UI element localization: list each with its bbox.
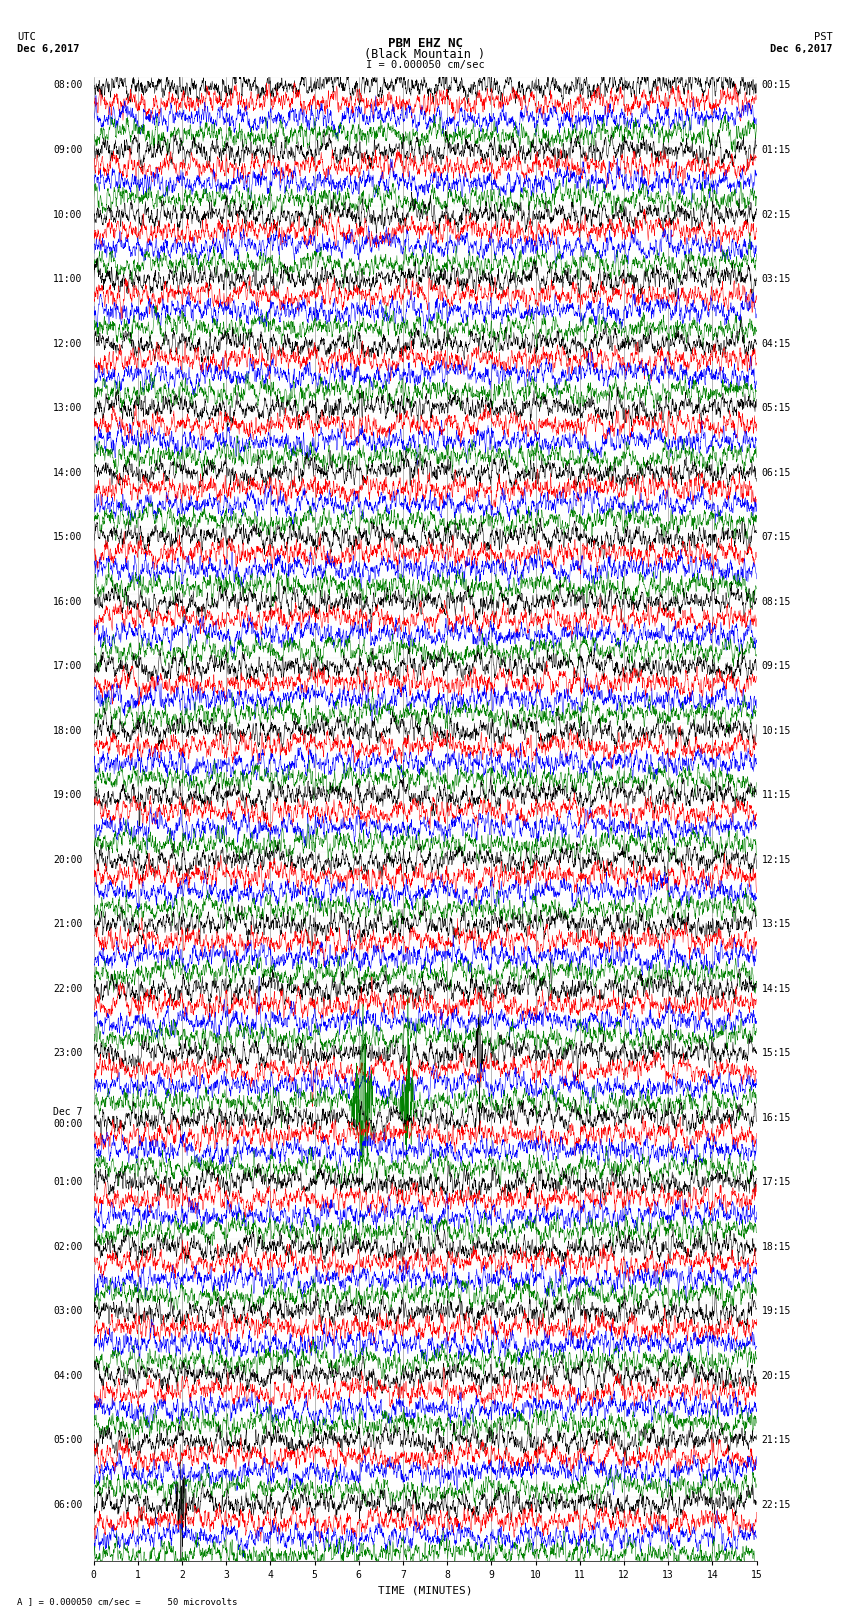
Text: PST: PST (814, 32, 833, 42)
Text: 06:15: 06:15 (762, 468, 791, 477)
Text: Dec 6,2017: Dec 6,2017 (17, 44, 80, 53)
Text: 21:00: 21:00 (53, 919, 82, 929)
Text: 18:00: 18:00 (53, 726, 82, 736)
Text: 17:15: 17:15 (762, 1177, 791, 1187)
Text: 09:15: 09:15 (762, 661, 791, 671)
Text: 13:15: 13:15 (762, 919, 791, 929)
Text: 22:15: 22:15 (762, 1500, 791, 1510)
Text: 11:15: 11:15 (762, 790, 791, 800)
Text: 02:00: 02:00 (53, 1242, 82, 1252)
Text: 15:00: 15:00 (53, 532, 82, 542)
Text: (Black Mountain ): (Black Mountain ) (365, 48, 485, 61)
Text: 20:00: 20:00 (53, 855, 82, 865)
Text: Dec 6,2017: Dec 6,2017 (770, 44, 833, 53)
Text: 08:15: 08:15 (762, 597, 791, 606)
Text: 02:15: 02:15 (762, 210, 791, 219)
X-axis label: TIME (MINUTES): TIME (MINUTES) (377, 1586, 473, 1595)
Text: 14:15: 14:15 (762, 984, 791, 994)
Text: 05:00: 05:00 (53, 1436, 82, 1445)
Text: 19:00: 19:00 (53, 790, 82, 800)
Text: Dec 7
00:00: Dec 7 00:00 (53, 1107, 82, 1129)
Text: 01:00: 01:00 (53, 1177, 82, 1187)
Text: 12:00: 12:00 (53, 339, 82, 348)
Text: 12:15: 12:15 (762, 855, 791, 865)
Text: 22:00: 22:00 (53, 984, 82, 994)
Text: 03:00: 03:00 (53, 1307, 82, 1316)
Text: 03:15: 03:15 (762, 274, 791, 284)
Text: 20:15: 20:15 (762, 1371, 791, 1381)
Text: PBM EHZ NC: PBM EHZ NC (388, 37, 462, 50)
Text: 23:00: 23:00 (53, 1048, 82, 1058)
Text: 18:15: 18:15 (762, 1242, 791, 1252)
Text: 15:15: 15:15 (762, 1048, 791, 1058)
Text: 19:15: 19:15 (762, 1307, 791, 1316)
Text: 08:00: 08:00 (53, 81, 82, 90)
Text: 01:15: 01:15 (762, 145, 791, 155)
Text: 21:15: 21:15 (762, 1436, 791, 1445)
Text: 17:00: 17:00 (53, 661, 82, 671)
Text: 00:15: 00:15 (762, 81, 791, 90)
Text: 16:15: 16:15 (762, 1113, 791, 1123)
Text: 10:00: 10:00 (53, 210, 82, 219)
Text: 11:00: 11:00 (53, 274, 82, 284)
Text: 09:00: 09:00 (53, 145, 82, 155)
Text: 10:15: 10:15 (762, 726, 791, 736)
Text: I = 0.000050 cm/sec: I = 0.000050 cm/sec (366, 60, 484, 69)
Text: UTC: UTC (17, 32, 36, 42)
Text: A ] = 0.000050 cm/sec =     50 microvolts: A ] = 0.000050 cm/sec = 50 microvolts (17, 1597, 237, 1607)
Text: 16:00: 16:00 (53, 597, 82, 606)
Text: 07:15: 07:15 (762, 532, 791, 542)
Text: 05:15: 05:15 (762, 403, 791, 413)
Text: 04:00: 04:00 (53, 1371, 82, 1381)
Text: 06:00: 06:00 (53, 1500, 82, 1510)
Text: 13:00: 13:00 (53, 403, 82, 413)
Text: 14:00: 14:00 (53, 468, 82, 477)
Text: 04:15: 04:15 (762, 339, 791, 348)
